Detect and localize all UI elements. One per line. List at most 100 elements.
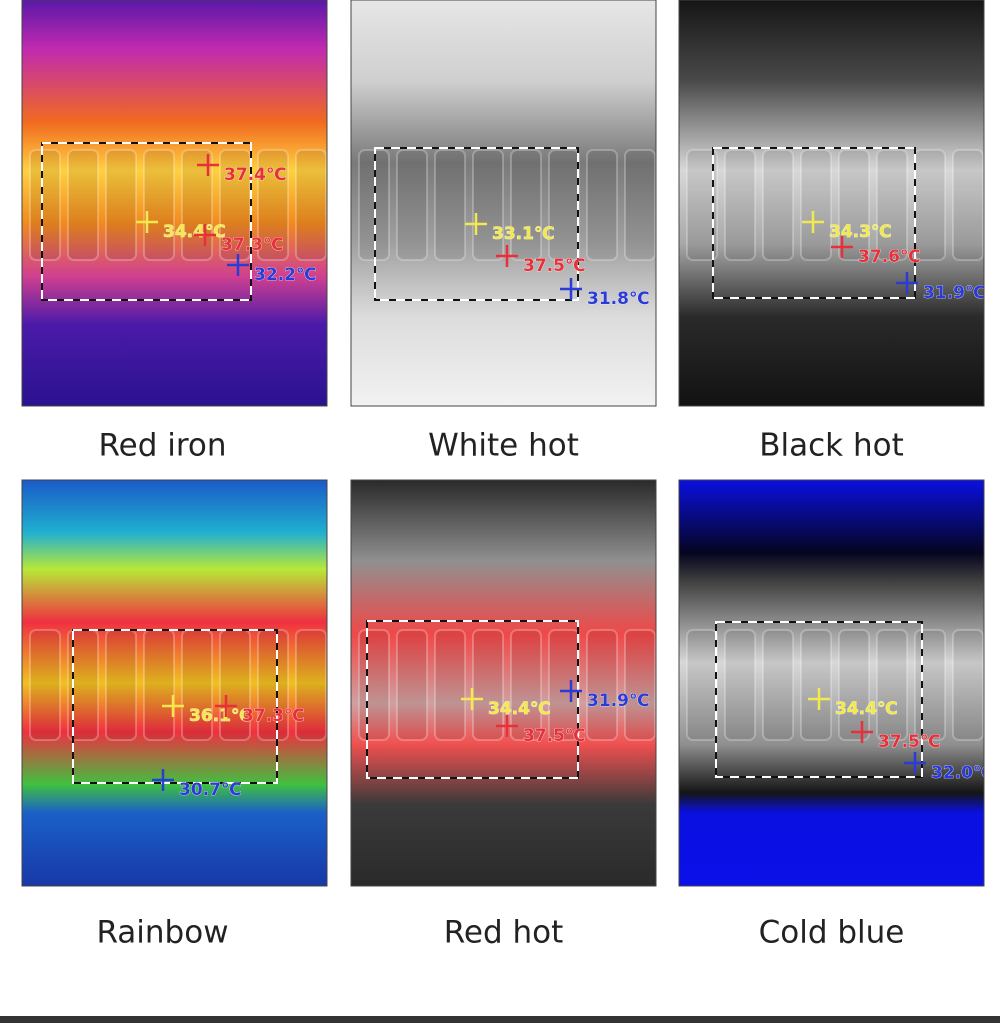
temperature-reading: 36.1℃ — [189, 706, 252, 726]
breaker — [295, 629, 327, 741]
image-border — [350, 479, 657, 887]
breaker — [838, 629, 870, 741]
bottom-bar — [0, 1016, 1000, 1023]
palette-label: Rainbow — [96, 915, 228, 951]
breaker — [396, 629, 428, 741]
breaker — [510, 149, 542, 261]
temperature-reading: 37.5℃ — [523, 256, 586, 276]
roi-box — [72, 629, 278, 784]
image-background — [679, 480, 984, 886]
temperature-reading: 31.9℃ — [587, 691, 650, 711]
breaker — [472, 629, 504, 741]
breaker — [686, 629, 718, 741]
temperature-reading: 34.4℃ — [163, 222, 226, 242]
breaker — [105, 149, 137, 261]
breaker — [624, 149, 656, 261]
image-background — [22, 0, 327, 406]
breaker — [29, 629, 61, 741]
crosshair — [851, 721, 873, 743]
breaker — [876, 629, 908, 741]
temperature-reading: 31.8℃ — [587, 289, 650, 309]
palette-label: Red hot — [444, 915, 564, 951]
crosshair — [227, 254, 249, 276]
breaker — [358, 629, 390, 741]
crosshair — [560, 278, 582, 300]
thermal-image: 37.4℃ 34.4℃37.3℃ 32.2℃ — [22, 0, 327, 406]
roi-box — [715, 621, 923, 778]
roi-box — [41, 142, 252, 301]
breaker — [914, 629, 946, 741]
crosshair — [496, 245, 518, 267]
palette-label: White hot — [428, 428, 579, 464]
image-border — [678, 0, 985, 407]
temperature-reading: 34.4℃ — [488, 699, 551, 719]
roi-box — [366, 620, 579, 779]
breaker — [952, 149, 984, 261]
breaker — [472, 149, 504, 261]
temperature-reading: 32.2℃ — [254, 265, 317, 285]
temperature-reading: 37.3℃ — [221, 235, 284, 255]
crosshair — [496, 715, 518, 737]
thermal-image: 34.3℃ 37.6℃31.9℃ — [679, 0, 986, 406]
thermal-image: 34.4℃ 37.5℃ 32.0℃ — [679, 480, 994, 886]
crosshair — [831, 236, 853, 258]
roi-box — [712, 147, 916, 299]
temperature-reading: 37.3℃ — [242, 706, 305, 726]
breaker — [876, 149, 908, 261]
temperature-reading: 33.1℃ — [492, 224, 555, 244]
crosshair — [808, 688, 830, 710]
breaker — [510, 629, 542, 741]
breaker — [762, 149, 794, 261]
breaker — [257, 149, 289, 261]
breaker — [434, 629, 466, 741]
breaker — [434, 149, 466, 261]
image-background — [351, 480, 656, 886]
breaker — [724, 149, 756, 261]
temperature-reading: 31.9℃ — [923, 283, 986, 303]
breaker — [838, 149, 870, 261]
thermal-image: 33.1℃ 37.5℃31.8℃ — [351, 0, 656, 406]
breaker — [800, 149, 832, 261]
temperature-reading: 30.7℃ — [179, 780, 242, 800]
breaker — [143, 629, 175, 741]
crosshair — [215, 695, 237, 717]
crosshair — [194, 224, 216, 246]
breaker — [624, 629, 656, 741]
breaker — [724, 629, 756, 741]
breaker — [143, 149, 175, 261]
crosshair — [197, 154, 219, 176]
breaker — [914, 149, 946, 261]
roi-box — [374, 147, 579, 301]
breaker — [762, 629, 794, 741]
crosshair — [560, 680, 582, 702]
palette-label: Cold blue — [759, 915, 905, 951]
breaker — [548, 629, 580, 741]
image-border — [678, 479, 985, 887]
crosshair — [904, 752, 926, 774]
crosshair — [152, 769, 174, 791]
crosshair — [136, 211, 158, 233]
thermal-image: 34.4℃ 31.9℃37.5℃ — [351, 480, 656, 886]
crosshair — [461, 688, 483, 710]
crosshair — [802, 211, 824, 233]
image-background — [679, 0, 984, 406]
temperature-reading: 37.4℃ — [224, 165, 287, 185]
breaker — [67, 149, 99, 261]
temperature-reading: 32.0℃ — [931, 763, 994, 783]
breaker — [952, 629, 984, 741]
palette-label: Black hot — [759, 428, 904, 464]
image-border — [350, 0, 657, 407]
temperature-reading: 34.3℃ — [829, 222, 892, 242]
breaker — [586, 629, 618, 741]
breaker — [105, 629, 137, 741]
temperature-reading: 34.4℃ — [835, 699, 898, 719]
image-border — [21, 479, 328, 887]
thermal-image: 36.1℃37.3℃ 30.7℃ — [22, 480, 327, 886]
crosshair — [896, 272, 918, 294]
breaker — [29, 149, 61, 261]
temperature-reading: 37.6℃ — [858, 247, 921, 267]
breaker — [396, 149, 428, 261]
temperature-reading: 37.5℃ — [878, 732, 941, 752]
breaker — [586, 149, 618, 261]
crosshair — [465, 213, 487, 235]
